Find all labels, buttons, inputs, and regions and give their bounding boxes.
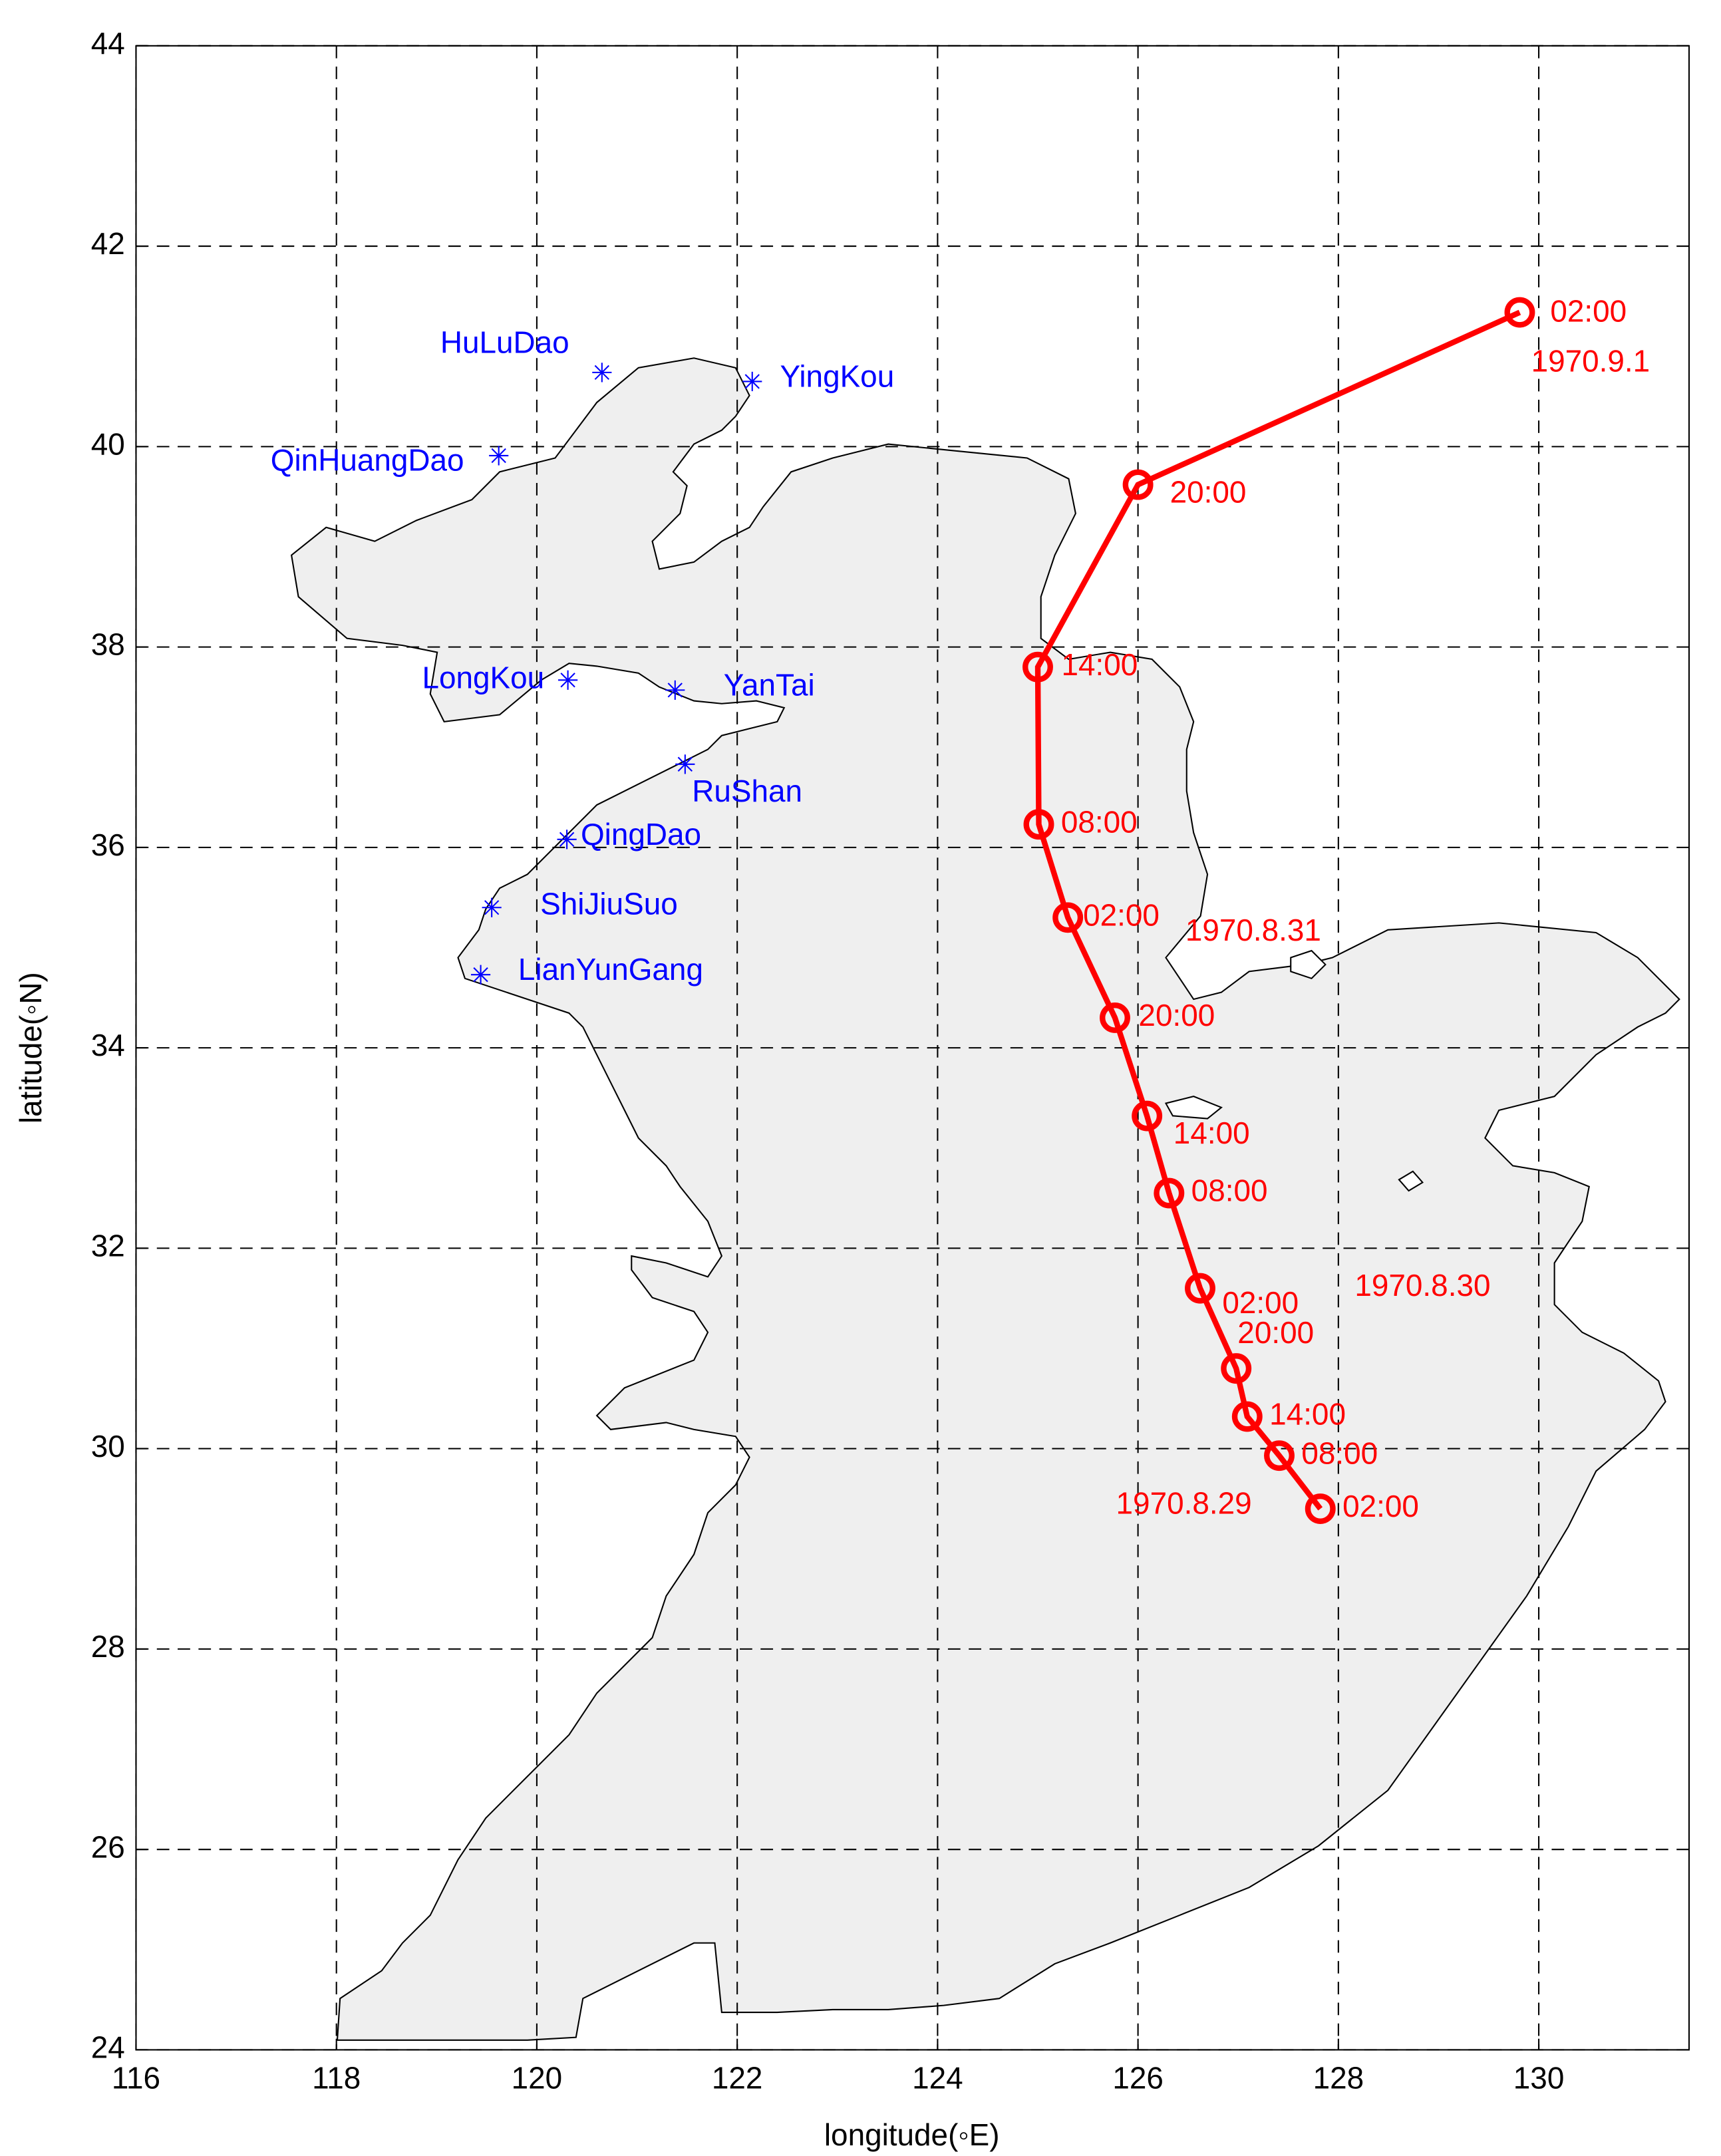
x-tick-label: 128 (1313, 2060, 1364, 2095)
date-label: 1970.9.1 (1531, 344, 1650, 379)
station-stroke (491, 448, 506, 464)
station-label: RuShan (692, 774, 802, 808)
time-label: 20:00 (1138, 998, 1215, 1032)
station-marker (665, 680, 685, 700)
station-label: LianYunGang (518, 952, 703, 987)
date-label: 1970.8.31 (1185, 913, 1321, 947)
y-tick-label: 36 (91, 828, 125, 862)
station-marker (482, 897, 502, 917)
track-point (1100, 1002, 1130, 1033)
station-stroke (560, 673, 575, 688)
track-line (1034, 309, 1521, 1511)
x-tick-label: 126 (1112, 2060, 1164, 2095)
station-stroke (677, 756, 693, 772)
x-tick-label: 120 (512, 2060, 563, 2095)
station-stroke (744, 374, 760, 389)
y-axis-title: latitude(◦N) (13, 972, 48, 1124)
station-stroke (559, 832, 575, 847)
track-point (1264, 1440, 1295, 1471)
time-label: 20:00 (1237, 1315, 1314, 1350)
station-label: QinHuangDao (271, 442, 464, 477)
station-label: YanTai (724, 667, 815, 702)
time-label: 02:00 (1083, 897, 1160, 932)
land (291, 357, 1680, 2041)
station-marker (470, 965, 491, 985)
station-label: QingDao (581, 817, 701, 851)
x-tick-label: 116 (112, 2060, 160, 2095)
track-point (1305, 1493, 1336, 1524)
track-point (1221, 1353, 1252, 1384)
time-label: 14:00 (1269, 1397, 1346, 1432)
station-label: YingKou (780, 359, 894, 393)
track-point (1122, 469, 1154, 500)
time-label: 08:00 (1061, 804, 1138, 839)
station-marker (558, 670, 578, 690)
y-tick-label: 26 (91, 1829, 125, 1864)
time-label: 20:00 (1170, 474, 1247, 509)
y-tick-label: 24 (91, 2030, 125, 2065)
station-stroke (594, 365, 609, 381)
station-marker (489, 446, 509, 466)
time-label: 14:00 (1173, 1116, 1250, 1150)
station-marker (675, 754, 695, 774)
track-point (1132, 1100, 1163, 1132)
x-tick-label: 118 (312, 2060, 361, 2095)
track-point (1023, 809, 1054, 840)
track-point (1185, 1273, 1215, 1304)
station-label: LongKou (422, 660, 544, 694)
time-label: 08:00 (1191, 1173, 1268, 1208)
x-tick-label: 124 (912, 2060, 963, 2095)
y-tick-label: 44 (91, 26, 125, 61)
island (1290, 949, 1327, 980)
time-label: 14:00 (1061, 647, 1138, 682)
y-tick-label: 28 (91, 1629, 125, 1664)
time-label: 02:00 (1342, 1489, 1419, 1523)
y-tick-label: 34 (91, 1028, 125, 1062)
x-tick-label: 122 (712, 2060, 763, 2095)
track-point (1022, 651, 1053, 683)
x-tick-label: 130 (1513, 2060, 1565, 2095)
time-label: 02:00 (1222, 1285, 1299, 1320)
station-marker (742, 371, 762, 392)
station-label: HuLuDao (440, 325, 569, 359)
y-tick-label: 38 (91, 627, 125, 662)
station-stroke (667, 683, 683, 698)
y-tick-label: 30 (91, 1429, 125, 1463)
time-label: 08:00 (1301, 1436, 1378, 1470)
track-point (1154, 1177, 1185, 1209)
island (1398, 1170, 1424, 1192)
station-marker (592, 363, 612, 383)
y-tick-label: 32 (91, 1229, 125, 1263)
station-label: ShiJiuSuo (540, 886, 678, 921)
island (1164, 1096, 1223, 1120)
date-label: 1970.8.29 (1116, 1486, 1252, 1521)
y-tick-label: 42 (91, 226, 125, 261)
date-label: 1970.8.30 (1354, 1268, 1490, 1303)
track-point (1504, 297, 1535, 328)
x-axis-title: longitude(◦E) (824, 2117, 1000, 2152)
station-marker (557, 830, 577, 849)
track-point (1052, 902, 1084, 933)
station-stroke (484, 900, 500, 915)
plot-frame (135, 45, 1690, 2051)
y-tick-label: 40 (91, 426, 125, 461)
time-label: 02:00 (1550, 294, 1627, 329)
track-point (1231, 1401, 1263, 1432)
station-stroke (473, 967, 488, 983)
